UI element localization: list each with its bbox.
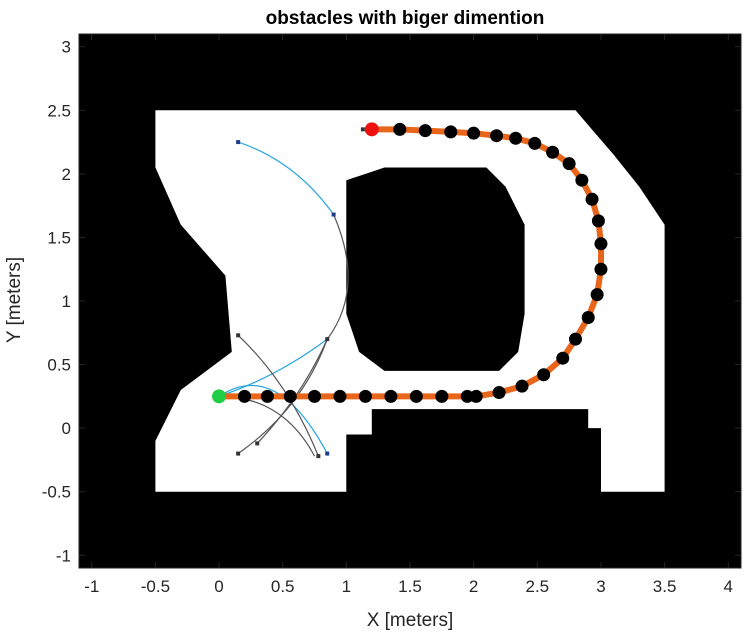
- x-tick-label: -0.5: [141, 577, 170, 596]
- tree-curve-4: [237, 334, 319, 457]
- x-tick-label: 2: [469, 577, 478, 596]
- path-waypoint-26: [528, 136, 542, 150]
- plot-area: [79, 34, 741, 568]
- x-tick-label: 0.5: [271, 577, 295, 596]
- path-waypoint-22: [585, 192, 599, 206]
- tree-node-6: [255, 441, 260, 446]
- y-tick-label: 1.5: [47, 228, 71, 247]
- path-waypoint-9: [435, 389, 449, 403]
- x-axis-label: X [meters]: [367, 610, 454, 631]
- y-tick-label: -1: [56, 546, 71, 565]
- x-tick-label: -1: [84, 577, 99, 596]
- path-waypoint-2: [260, 389, 274, 403]
- y-tick-label: 1: [62, 292, 71, 311]
- y-tick-label: 3: [62, 38, 71, 57]
- x-tick-label: 1.5: [398, 577, 422, 596]
- axes: -1 -0.5 0 0.5 1 1.5 2 2.5 3 3.5 4 -1 -0.5 0 0.5 1 1.5 2 2.…: [42, 33, 742, 596]
- x-tick-label: 0: [214, 577, 223, 596]
- path-waypoint-13: [515, 379, 529, 393]
- path-waypoint-3: [283, 389, 297, 403]
- x-tick-label: 3: [596, 577, 605, 596]
- tree-node-8: [360, 127, 365, 132]
- path-waypoint-24: [562, 157, 576, 171]
- tree-node-3: [236, 333, 241, 338]
- path-waypoint-12: [492, 386, 506, 400]
- path-waypoint-21: [591, 214, 605, 228]
- path-waypoint-28: [490, 129, 504, 143]
- path-line-0: [219, 126, 604, 400]
- path-waypoint-14: [537, 368, 551, 382]
- tree-curve-2: [218, 338, 328, 397]
- y-tick-label: 2.5: [47, 101, 71, 120]
- path-waypoint-7: [384, 389, 398, 403]
- path-waypoint-29: [467, 126, 481, 140]
- chart-title: obstacles with biger dimention: [266, 8, 545, 29]
- tree-node-5: [236, 451, 241, 456]
- path-waypoint-27: [509, 131, 523, 145]
- path-waypoint-4: [308, 389, 322, 403]
- y-tick-label: -0.5: [42, 483, 71, 502]
- center-obstacle: [346, 167, 525, 371]
- path-waypoint-18: [590, 288, 604, 302]
- goal-point: [364, 122, 379, 137]
- tree-node-0: [236, 140, 241, 145]
- x-tick-label: 3.5: [653, 577, 677, 596]
- path-waypoint-30: [444, 125, 458, 139]
- y-tick-label: 0: [62, 419, 71, 438]
- path-waypoint-11: [469, 389, 483, 403]
- path-waypoint-16: [569, 332, 582, 346]
- path-waypoint-15: [556, 351, 570, 365]
- tree-curve-0: [218, 384, 328, 454]
- start-point: [212, 389, 227, 404]
- path-waypoint-19: [594, 262, 608, 276]
- path-waypoint-25: [546, 145, 560, 159]
- y-axis-label: Y [meters]: [4, 257, 25, 343]
- tree-curve-5: [237, 338, 328, 455]
- tree-node-2: [325, 451, 330, 456]
- y-tick-label: 2: [62, 165, 71, 184]
- tree-node-4: [325, 337, 330, 342]
- tree-node-1: [331, 212, 336, 217]
- x-tick-label: 1: [342, 577, 351, 596]
- path-waypoint-10: [460, 389, 474, 403]
- path-waypoint-8: [409, 389, 423, 403]
- path-waypoint-20: [594, 237, 608, 251]
- x-tick-label: 2.5: [525, 577, 549, 596]
- path-waypoint-17: [581, 311, 595, 325]
- path-waypoint-31: [418, 124, 432, 138]
- path-waypoint-32: [393, 122, 407, 136]
- tree-curve-1: [237, 141, 335, 215]
- path-waypoint-6: [358, 389, 372, 403]
- x-tick-label: 4: [724, 577, 733, 596]
- tree-node-7: [316, 454, 321, 459]
- path-waypoint-5: [333, 389, 347, 403]
- tree-curve-3: [326, 214, 349, 340]
- y-tick-label: 0.5: [47, 356, 71, 375]
- path-waypoint-23: [575, 173, 589, 187]
- path-waypoint-1: [238, 389, 251, 403]
